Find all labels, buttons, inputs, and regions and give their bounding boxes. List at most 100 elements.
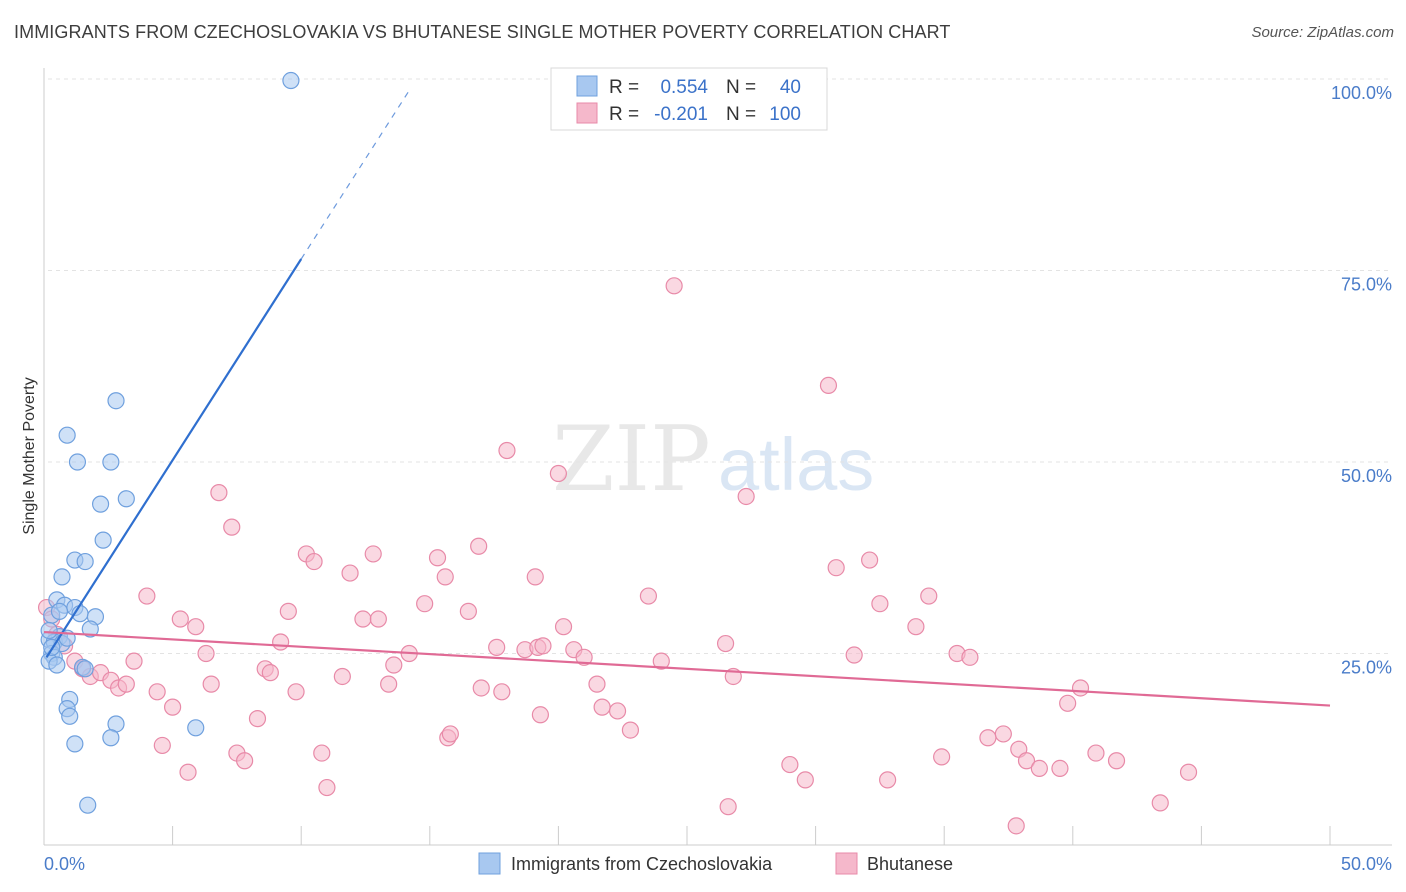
point-czechoslovakia <box>66 735 84 753</box>
point-bhutanese <box>575 648 593 666</box>
point-bhutanese <box>248 710 267 728</box>
point-bhutanese <box>1017 752 1036 770</box>
point-bhutanese <box>341 564 359 582</box>
gridlines <box>48 78 1392 654</box>
point-bhutanese <box>531 706 549 724</box>
legend-r-label-pink: R = <box>609 104 639 125</box>
point-bhutanese <box>416 595 434 613</box>
legend-swatch-pink <box>576 102 598 124</box>
y-tick-label: 100.0% <box>1331 83 1392 103</box>
point-bhutanese <box>261 664 279 682</box>
legend-swatch-blue <box>576 75 598 97</box>
point-czechoslovakia <box>117 490 135 508</box>
point-bhutanese <box>287 683 305 701</box>
point-bhutanese <box>1179 763 1198 781</box>
trend-line-czechoslovakia-extension <box>300 90 410 260</box>
point-bhutanese <box>498 441 516 460</box>
point-bhutanese <box>737 487 755 506</box>
point-bhutanese <box>796 771 814 789</box>
point-bhutanese <box>318 778 336 797</box>
point-bhutanese <box>819 376 838 394</box>
y-tick-labels: 25.0% 50.0% 75.0% 100.0% <box>1331 83 1392 678</box>
legend-n-label-blue: N = <box>726 77 756 98</box>
point-bhutanese <box>488 638 506 656</box>
legend-r-label-blue: R = <box>609 77 639 98</box>
point-czechoslovakia <box>94 531 112 549</box>
point-bhutanese <box>861 551 879 569</box>
point-bhutanese <box>385 656 403 674</box>
x-tick-label-max: 50.0% <box>1341 854 1392 874</box>
point-czechoslovakia <box>102 729 120 747</box>
point-bhutanese <box>665 277 683 295</box>
point-czechoslovakia <box>81 620 99 638</box>
point-czechoslovakia <box>282 71 300 90</box>
point-czechoslovakia <box>53 568 71 586</box>
point-bhutanese <box>236 752 254 770</box>
point-bhutanese <box>436 568 454 586</box>
trend-line-bhutanese <box>43 630 1331 707</box>
point-bhutanese <box>652 652 670 670</box>
chart-title: IMMIGRANTS FROM CZECHOSLOVAKIA VS BHUTAN… <box>14 22 951 42</box>
legend-n-value-blue: 40 <box>780 77 801 98</box>
y-axis-label: Single Mother Poverty <box>21 377 38 534</box>
x-tick-label-min: 0.0% <box>44 854 85 874</box>
point-bhutanese <box>1059 694 1077 712</box>
point-bhutanese <box>920 587 938 605</box>
point-bhutanese <box>187 618 205 636</box>
point-bhutanese <box>125 652 143 670</box>
point-bhutanese <box>428 549 447 567</box>
point-czechoslovakia <box>76 660 94 678</box>
point-bhutanese <box>210 484 228 502</box>
point-bhutanese <box>827 559 845 577</box>
point-bhutanese <box>148 683 166 701</box>
point-bhutanese <box>845 646 863 664</box>
point-bhutanese <box>639 587 658 605</box>
point-bhutanese <box>933 748 951 766</box>
point-bhutanese <box>364 545 382 563</box>
point-czechoslovakia <box>91 495 110 513</box>
point-bhutanese <box>1087 744 1105 762</box>
point-bhutanese <box>716 634 735 653</box>
point-bhutanese <box>526 568 544 586</box>
point-bhutanese <box>608 702 627 720</box>
point-bhutanese <box>117 675 135 693</box>
point-czechoslovakia <box>76 552 94 571</box>
point-bhutanese <box>369 610 387 628</box>
point-bhutanese <box>1151 794 1169 812</box>
correlation-legend: R = 0.554 N = 40 R = -0.201 N = 100 <box>550 67 828 131</box>
point-bhutanese <box>961 648 979 666</box>
watermark: ZIP atlas <box>552 407 874 512</box>
legend-r-value-pink: -0.201 <box>654 104 708 125</box>
bottom-legend-label-pink: Bhutanese <box>867 854 953 874</box>
point-bhutanese <box>593 698 611 716</box>
point-bhutanese <box>138 587 156 605</box>
point-bhutanese <box>223 518 241 536</box>
point-bhutanese <box>313 744 331 762</box>
point-bhutanese <box>994 725 1012 743</box>
point-bhutanese <box>459 602 477 620</box>
trend-lines <box>43 90 1331 707</box>
point-czechoslovakia <box>40 621 58 640</box>
point-bhutanese <box>781 755 799 774</box>
point-bhutanese <box>354 610 372 628</box>
point-czechoslovakia <box>50 602 69 620</box>
point-bhutanese <box>171 610 189 628</box>
point-czechoslovakia <box>187 719 205 737</box>
point-czechoslovakia <box>107 392 125 410</box>
series-bhutanese <box>37 277 1198 835</box>
point-bhutanese <box>441 725 459 743</box>
point-bhutanese <box>1107 752 1126 770</box>
watermark-zip: ZIP <box>552 407 711 512</box>
bottom-legend-swatch-pink <box>835 852 858 875</box>
point-czechoslovakia <box>58 426 76 444</box>
point-czechoslovakia <box>61 707 79 725</box>
point-czechoslovakia <box>79 796 97 814</box>
bottom-legend-swatch-blue <box>478 852 501 875</box>
point-czechoslovakia <box>68 453 87 471</box>
point-bhutanese <box>1051 759 1069 778</box>
y-tick-label: 50.0% <box>1341 466 1392 486</box>
point-bhutanese <box>333 667 351 686</box>
point-bhutanese <box>279 602 297 620</box>
legend-n-value-pink: 100 <box>769 104 801 125</box>
series-legend: Immigrants from Czechoslovakia Bhutanese <box>478 852 953 875</box>
